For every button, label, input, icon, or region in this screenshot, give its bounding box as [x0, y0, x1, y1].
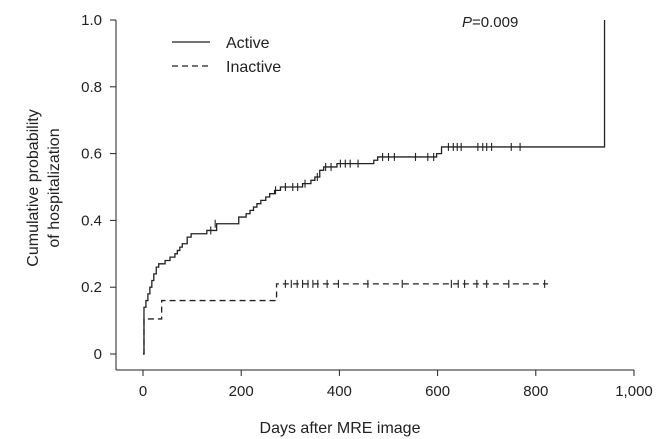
x-axis-ticks: 0 200 400 600 800 1,000 — [139, 370, 653, 400]
y-tick-label: 0 — [94, 346, 102, 363]
y-axis-ticks: 0 0.2 0.4 0.6 0.8 1.0 — [81, 12, 116, 363]
plot-area: 0 0.2 0.4 0.6 0.8 1.0 0 200 400 600 800 1,000 — [81, 12, 653, 400]
x-tick-label: 0 — [139, 383, 147, 400]
x-tick-label: 400 — [327, 383, 352, 400]
legend-label-inactive: Inactive — [226, 59, 281, 76]
x-tick-label: 1,000 — [615, 383, 653, 400]
y-axis-title: Cumulative probability of hospitalizatio… — [25, 109, 63, 266]
series-line-active — [143, 20, 606, 355]
y-axis-label-line-2: of hospitalization — [46, 128, 63, 247]
series-line-inactive — [143, 283, 549, 355]
y-tick-label: 0.6 — [81, 146, 102, 163]
x-tick-label: 600 — [425, 383, 450, 400]
x-axis-label: Days after MRE image — [260, 420, 421, 437]
legend: Active Inactive — [172, 35, 281, 76]
p-value-symbol: P — [462, 14, 472, 31]
p-value-number: =0.009 — [472, 14, 518, 31]
series-layer — [143, 20, 606, 355]
y-tick-label: 0.4 — [81, 212, 102, 229]
y-tick-label: 0.2 — [81, 279, 102, 296]
y-tick-label: 0.8 — [81, 79, 102, 96]
x-tick-label: 200 — [229, 383, 254, 400]
x-tick-label: 800 — [523, 383, 548, 400]
y-axis-label-line-1: Cumulative probability — [25, 109, 42, 266]
y-tick-label: 1.0 — [81, 12, 102, 29]
p-value-annotation: P=0.009 — [462, 14, 518, 31]
legend-label-active: Active — [226, 35, 270, 52]
